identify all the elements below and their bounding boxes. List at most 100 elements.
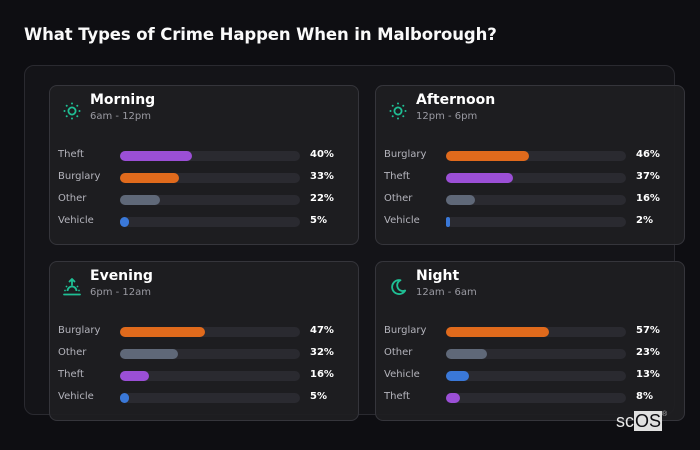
bar-row: Burglary 33% <box>58 170 358 184</box>
bar-row: Vehicle 13% <box>384 368 684 382</box>
bar-label: Other <box>58 193 87 204</box>
bar-fill <box>120 195 160 205</box>
bar-label: Burglary <box>58 325 101 336</box>
bar-value: 13% <box>636 369 660 380</box>
bar-value: 22% <box>310 193 334 204</box>
bar-value: 23% <box>636 347 660 358</box>
moon-icon <box>391 279 407 295</box>
bar-fill <box>446 349 488 359</box>
bar-fill <box>446 393 461 403</box>
bar-value: 57% <box>636 325 660 336</box>
bar-value: 32% <box>310 347 334 358</box>
bar-track <box>120 195 300 205</box>
card-title: Morning <box>90 92 156 108</box>
bar-value: 2% <box>636 215 653 226</box>
bar-value: 8% <box>636 391 653 402</box>
bar-label: Theft <box>58 149 84 160</box>
card-time-range: 12am - 6am <box>416 287 477 298</box>
bar-row: Burglary 57% <box>384 324 684 338</box>
sun-icon <box>389 102 407 120</box>
card-time-range: 6pm - 12am <box>90 287 152 298</box>
bar-fill <box>120 151 192 161</box>
bar-label: Burglary <box>384 325 427 336</box>
card-time-range: 12pm - 6pm <box>416 111 478 122</box>
bar-row: Theft 8% <box>384 390 684 404</box>
bar-value: 33% <box>310 171 334 182</box>
bar-row: Burglary 46% <box>384 148 684 162</box>
page-title: What Types of Crime Happen When in Malbo… <box>24 25 497 44</box>
sun-icon <box>63 102 81 120</box>
bar-row: Burglary 47% <box>58 324 358 338</box>
bar-label: Burglary <box>58 171 101 182</box>
bar-fill <box>120 173 180 183</box>
bar-row: Other 23% <box>384 346 684 360</box>
bar-value: 5% <box>310 215 327 226</box>
bar-label: Vehicle <box>384 215 420 226</box>
bar-track <box>446 173 626 183</box>
bar-label: Theft <box>384 171 410 182</box>
bar-track <box>120 327 300 337</box>
bar-track <box>446 371 626 381</box>
bar-value: 5% <box>310 391 327 402</box>
bar-fill <box>446 371 470 381</box>
bar-row: Other 32% <box>58 346 358 360</box>
logo-prefix: sc <box>616 411 634 431</box>
bar-fill <box>120 349 178 359</box>
bar-track <box>120 151 300 161</box>
bar-track <box>446 327 626 337</box>
bar-track <box>446 393 626 403</box>
bar-fill <box>120 393 129 403</box>
bar-label: Theft <box>58 369 84 380</box>
bar-fill <box>446 327 549 337</box>
bar-row: Theft 37% <box>384 170 684 184</box>
card-afternoon: Afternoon 12pm - 6pm Burglary 46% Theft … <box>375 85 685 245</box>
bar-track <box>446 217 626 227</box>
logo-registered-mark: ® <box>662 411 668 418</box>
bar-fill <box>446 173 513 183</box>
bar-value: 40% <box>310 149 334 160</box>
bar-row: Vehicle 2% <box>384 214 684 228</box>
bar-fill <box>446 151 529 161</box>
card-evening: Evening 6pm - 12am Burglary 47% Other 32… <box>49 261 359 421</box>
card-title: Night <box>416 268 460 284</box>
bar-track <box>120 393 300 403</box>
bar-row: Theft 16% <box>58 368 358 382</box>
bar-label: Burglary <box>384 149 427 160</box>
bar-label: Other <box>58 347 87 358</box>
bar-row: Other 22% <box>58 192 358 206</box>
bar-row: Theft 40% <box>58 148 358 162</box>
bar-value: 16% <box>310 369 334 380</box>
bar-track <box>120 173 300 183</box>
bar-label: Vehicle <box>384 369 420 380</box>
scos-logo: scOS® <box>616 411 667 432</box>
bar-track <box>120 217 300 227</box>
bar-fill <box>120 327 205 337</box>
bar-value: 37% <box>636 171 660 182</box>
bar-track <box>446 195 626 205</box>
bar-label: Vehicle <box>58 391 94 402</box>
bar-row: Vehicle 5% <box>58 214 358 228</box>
bar-fill <box>446 195 475 205</box>
bar-value: 16% <box>636 193 660 204</box>
bar-label: Other <box>384 193 413 204</box>
bar-track <box>120 371 300 381</box>
bar-fill <box>120 371 149 381</box>
bar-fill <box>446 217 450 227</box>
bar-track <box>446 349 626 359</box>
card-time-range: 6am - 12pm <box>90 111 152 122</box>
card-night: Night 12am - 6am Burglary 57% Other 23% … <box>375 261 685 421</box>
card-title: Evening <box>90 268 153 284</box>
card-morning: Morning 6am - 12pm Theft 40% Burglary 33… <box>49 85 359 245</box>
bar-value: 47% <box>310 325 334 336</box>
bar-track <box>446 151 626 161</box>
bar-fill <box>120 217 129 227</box>
bar-label: Other <box>384 347 413 358</box>
bar-row: Other 16% <box>384 192 684 206</box>
bar-track <box>120 349 300 359</box>
bar-row: Vehicle 5% <box>58 390 358 404</box>
card-title: Afternoon <box>416 92 496 108</box>
logo-boxed: OS <box>634 411 663 431</box>
sunset-icon <box>63 278 81 296</box>
bar-value: 46% <box>636 149 660 160</box>
bar-label: Theft <box>384 391 410 402</box>
